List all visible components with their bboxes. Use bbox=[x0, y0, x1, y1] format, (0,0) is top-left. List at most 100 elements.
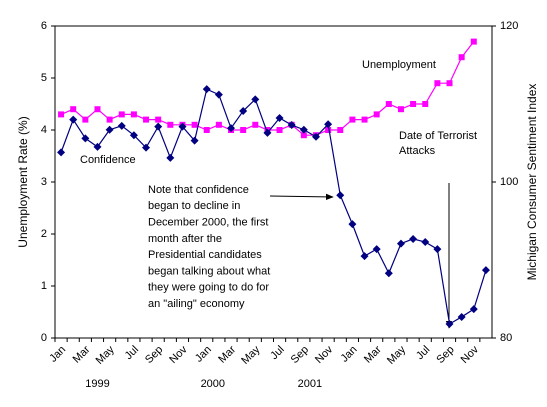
point bbox=[275, 114, 284, 123]
point bbox=[167, 121, 174, 128]
point bbox=[57, 148, 66, 157]
point bbox=[155, 116, 162, 123]
point bbox=[178, 122, 187, 131]
point bbox=[117, 121, 126, 130]
point bbox=[481, 266, 490, 275]
point bbox=[434, 80, 441, 87]
point bbox=[143, 116, 150, 123]
point bbox=[458, 54, 465, 61]
point bbox=[446, 80, 453, 87]
point bbox=[287, 121, 296, 130]
point bbox=[410, 101, 417, 107]
year-label: 2000 bbox=[201, 378, 225, 390]
point bbox=[276, 127, 283, 133]
point bbox=[81, 134, 90, 143]
point bbox=[470, 38, 477, 45]
point bbox=[384, 269, 393, 278]
point bbox=[106, 116, 113, 123]
y2-tick-label: 80 bbox=[500, 332, 512, 344]
point bbox=[409, 234, 418, 243]
point bbox=[129, 131, 138, 140]
x-tick-label: Sep bbox=[289, 344, 311, 366]
point bbox=[82, 116, 89, 123]
series-line bbox=[60, 41, 475, 136]
point bbox=[445, 319, 454, 328]
x-tick-label: Mar bbox=[216, 343, 238, 365]
annotation: began to decline in bbox=[148, 200, 240, 212]
annotation: month after the bbox=[148, 233, 222, 245]
annotation: December 2000, the first bbox=[148, 217, 268, 229]
y2-tick-label: 120 bbox=[500, 20, 518, 32]
point bbox=[300, 132, 307, 139]
point bbox=[215, 121, 222, 128]
y-tick-label: 5 bbox=[41, 72, 47, 84]
point bbox=[397, 106, 404, 113]
annotation: began talking about what bbox=[148, 265, 270, 277]
point bbox=[70, 106, 77, 113]
point bbox=[469, 305, 478, 314]
point bbox=[421, 238, 430, 247]
point bbox=[154, 122, 163, 131]
point bbox=[396, 239, 405, 248]
point bbox=[166, 153, 175, 162]
series-line bbox=[60, 88, 487, 325]
y-tick-label: 3 bbox=[41, 176, 47, 188]
legend-label: Confidence bbox=[80, 154, 136, 166]
y-tick-label: 2 bbox=[41, 228, 47, 240]
plot-frame bbox=[54, 25, 493, 339]
x-tick-label: May bbox=[385, 343, 409, 367]
annotation: Note that confidence bbox=[148, 184, 249, 196]
x-tick-label: Jan bbox=[339, 344, 360, 365]
point bbox=[422, 101, 429, 107]
annotation: an "ailing" economy bbox=[148, 298, 245, 310]
x-tick-label: Mar bbox=[71, 343, 93, 365]
x-tick-label: Mar bbox=[362, 343, 384, 365]
point bbox=[105, 125, 114, 134]
point bbox=[191, 121, 198, 128]
y-tick-label: 4 bbox=[41, 124, 47, 136]
y-axis-label: Unemployment Rate (%) bbox=[16, 116, 30, 247]
point bbox=[58, 111, 65, 118]
point bbox=[227, 124, 236, 133]
annotation: Presidential candidates bbox=[148, 249, 262, 261]
point bbox=[299, 125, 308, 134]
point bbox=[69, 115, 78, 124]
point bbox=[252, 121, 259, 128]
x-tick-label: Sep bbox=[143, 344, 165, 366]
x-tick-label: May bbox=[94, 343, 118, 367]
y2-axis-label: Michigan Consumer Sentiment Index bbox=[525, 84, 539, 281]
note-arrow bbox=[269, 193, 334, 201]
point bbox=[214, 90, 223, 99]
point bbox=[263, 128, 272, 137]
point bbox=[190, 136, 199, 145]
x-tick-label: Nov bbox=[167, 343, 190, 366]
point bbox=[433, 245, 442, 254]
point bbox=[311, 132, 320, 141]
point bbox=[324, 120, 333, 129]
legend-label: Unemployment bbox=[362, 59, 436, 71]
y-tick-label: 6 bbox=[41, 20, 47, 32]
x-tick-label: Nov bbox=[313, 343, 336, 366]
point bbox=[457, 312, 466, 321]
x-tick-label: May bbox=[239, 343, 263, 367]
point bbox=[130, 111, 137, 118]
point bbox=[349, 116, 356, 123]
x-tick-label: Jul bbox=[123, 344, 141, 362]
point bbox=[360, 252, 369, 261]
point bbox=[251, 95, 260, 104]
point bbox=[325, 127, 332, 133]
y2-tick-label: 100 bbox=[500, 176, 518, 188]
point bbox=[337, 127, 344, 133]
point bbox=[142, 143, 151, 152]
y-tick-label: 0 bbox=[41, 332, 47, 344]
x-tick-label: Jan bbox=[193, 344, 214, 365]
point bbox=[240, 127, 247, 133]
point bbox=[348, 220, 357, 229]
x-tick-label: Nov bbox=[459, 343, 482, 366]
point bbox=[372, 245, 381, 254]
annotation: Attacks bbox=[399, 145, 436, 157]
annotation: Date of Terrorist bbox=[399, 130, 477, 142]
point bbox=[385, 101, 392, 107]
x-tick-label: Jan bbox=[47, 344, 68, 365]
